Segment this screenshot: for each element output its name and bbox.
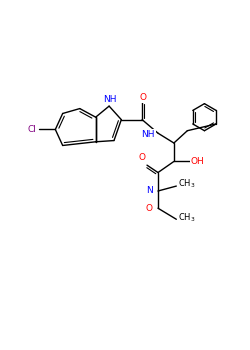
Text: O: O <box>139 93 146 102</box>
Text: N: N <box>146 187 152 196</box>
Text: O: O <box>138 153 145 162</box>
Text: Cl: Cl <box>28 125 36 134</box>
Text: CH$_3$: CH$_3$ <box>178 178 195 190</box>
Text: CH$_3$: CH$_3$ <box>178 212 195 224</box>
Text: NH: NH <box>142 130 155 139</box>
Text: O: O <box>146 204 152 213</box>
Text: NH: NH <box>104 95 117 104</box>
Text: OH: OH <box>190 157 204 166</box>
